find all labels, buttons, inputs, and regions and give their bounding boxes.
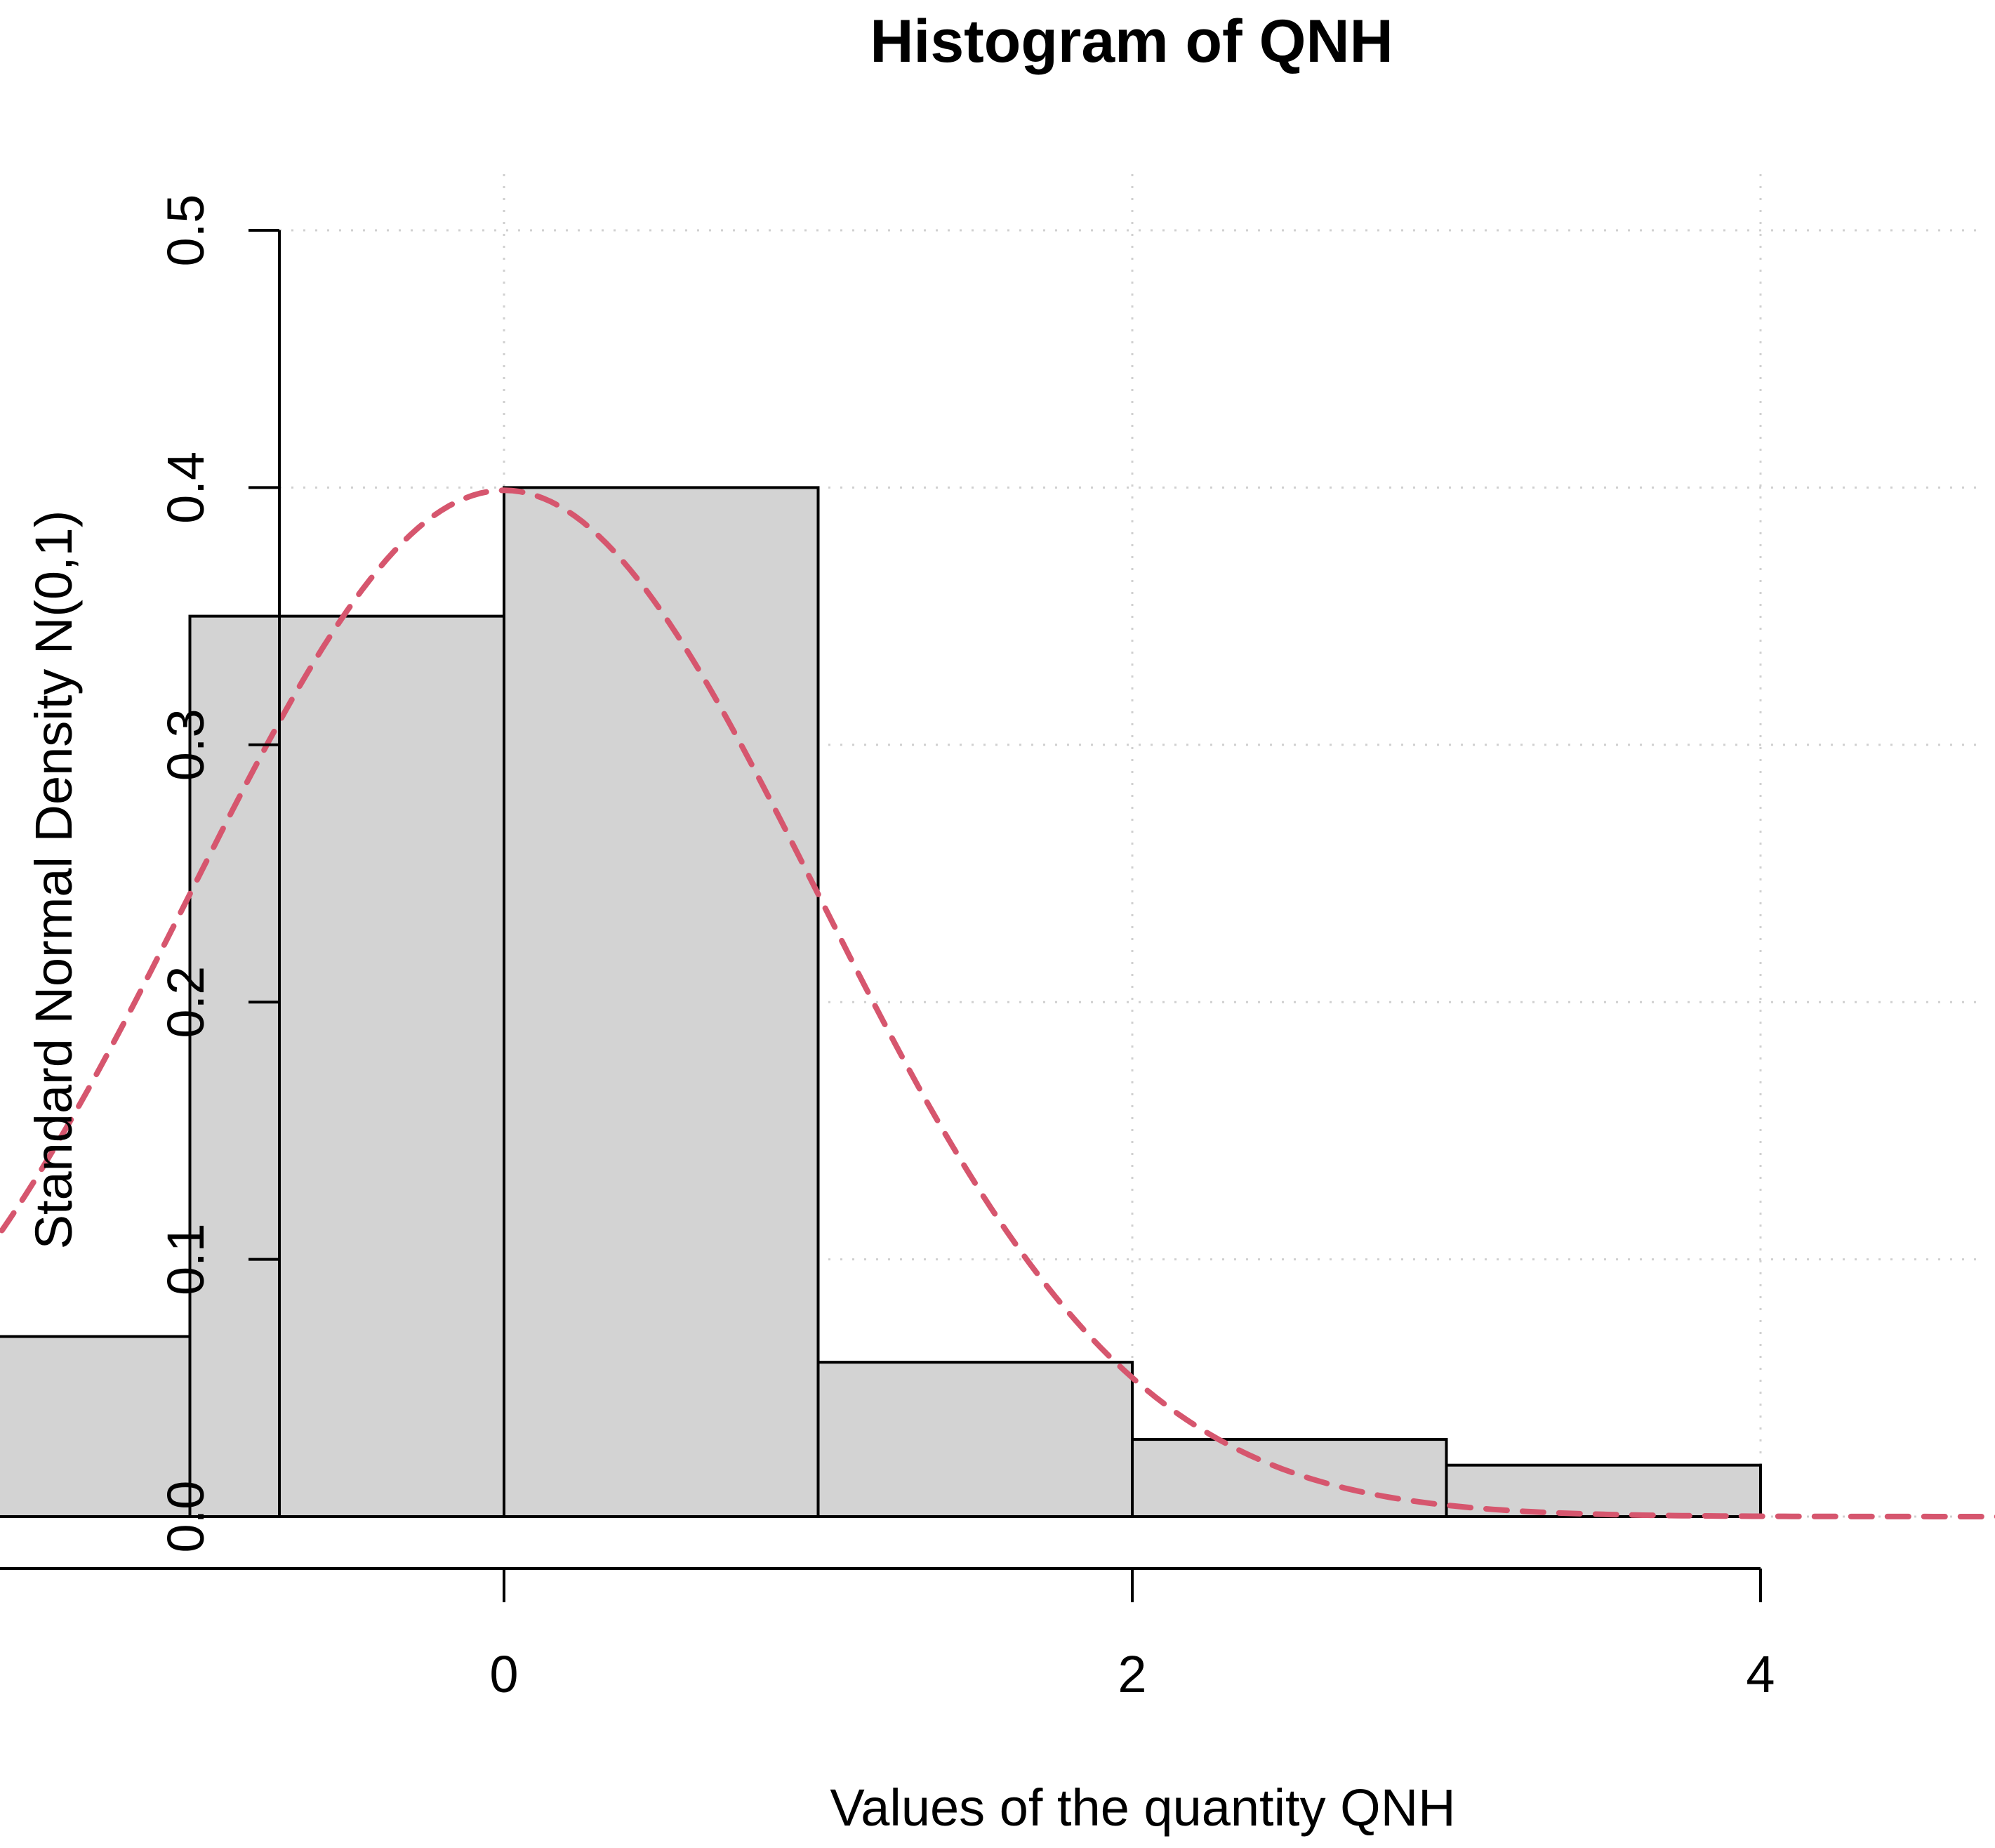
x-tick-label: 4: [1746, 1645, 1775, 1703]
histogram-bars: [0, 486, 1762, 1519]
histogram-bar: [188, 614, 505, 1518]
histogram-bar: [503, 486, 820, 1518]
y-tick-label: 0.2: [157, 966, 215, 1038]
x-tick-label: 0: [489, 1645, 518, 1703]
x-tick-label: 2: [1118, 1645, 1146, 1703]
histogram-bar: [1131, 1438, 1448, 1519]
density-curve: [0, 487, 1995, 1519]
y-axis-label: Standard Normal Density N(0,1): [25, 510, 83, 1250]
histogram-bar: [816, 1361, 1134, 1519]
axes: 0.00.10.20.30.40.5−4−2024: [0, 194, 1775, 1703]
histogram-bar: [0, 1335, 192, 1519]
y-tick-label: 0.4: [157, 451, 215, 524]
chart-title: Histogram of QNH: [870, 8, 1393, 75]
density-curve-line: [0, 487, 1995, 1519]
y-tick-label: 0.0: [157, 1481, 215, 1553]
y-tick-label: 0.1: [157, 1223, 215, 1295]
x-axis-label: Values of the quantity QNH: [830, 1778, 1455, 1837]
y-tick-label: 0.5: [157, 194, 215, 267]
y-tick-label: 0.3: [157, 708, 215, 781]
